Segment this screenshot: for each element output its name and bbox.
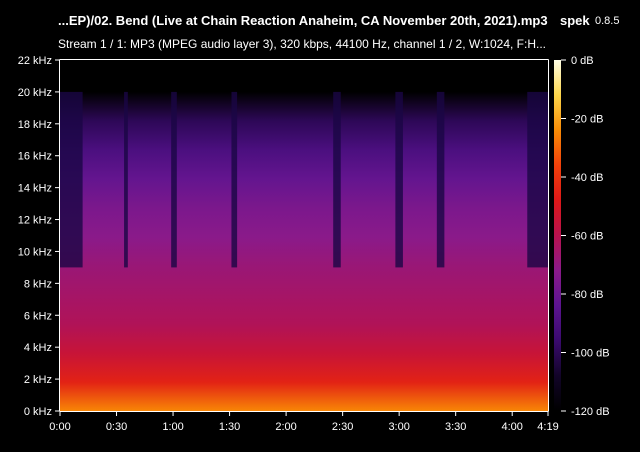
y-axis-tick-label: 20 kHz — [18, 87, 52, 99]
x-axis-tick-label: 0:00 — [49, 421, 70, 433]
colorbar-tick-label: -100 dB — [571, 348, 610, 360]
y-axis-tick-label: 10 kHz — [18, 246, 52, 258]
colorbar-gradient — [554, 60, 561, 411]
y-axis-tick-label: 4 kHz — [24, 342, 52, 354]
colorbar-tick-label: -80 dB — [571, 289, 603, 301]
y-axis-tick-label: 2 kHz — [24, 374, 52, 386]
quiet-passage — [333, 91, 341, 268]
y-axis-tick-label: 0 kHz — [24, 406, 52, 418]
app-version: 0.8.5 — [595, 15, 620, 27]
colorbar-tick-label: -20 dB — [571, 114, 603, 126]
axes: 0 kHz 2 kHz 4 kHz 6 kHz 8 kHz 10 kHz 12 kHz 14 … — [18, 55, 559, 433]
stream-info: Stream 1 / 1: MP3 (MPEG audio layer 3), … — [58, 37, 547, 51]
x-axis-tick-label: 3:30 — [445, 421, 466, 433]
x-axis-tick-label: 3:00 — [388, 421, 409, 433]
y-axis-tick-label: 8 kHz — [24, 278, 52, 290]
y-axis-tick-label: 16 kHz — [18, 151, 52, 163]
colorbar-tick-label: 0 dB — [571, 55, 594, 67]
y-axis-tick-label: 12 kHz — [18, 215, 52, 227]
x-axis-tick-label: 1:00 — [162, 421, 183, 433]
quiet-passage — [231, 91, 238, 268]
quiet-passage — [171, 91, 177, 268]
x-axis-tick-label: 4:00 — [501, 421, 522, 433]
colorbar-tick-label: -120 dB — [571, 406, 610, 418]
colorbar-tick-label: -60 dB — [571, 231, 603, 243]
spectrogram-plot — [60, 60, 548, 411]
colorbar: 0 dB -20 dB -40 dB -60 dB -80 dB -100 dB -120 … — [554, 55, 610, 418]
quiet-passage — [527, 91, 548, 268]
quiet-passage — [436, 91, 445, 268]
quiet-passage — [124, 91, 128, 268]
x-axis-tick-label: 0:30 — [106, 421, 127, 433]
colorbar-tick-label: -40 dB — [571, 172, 603, 184]
y-axis-tick-label: 6 kHz — [24, 310, 52, 322]
x-axis-tick-label: 2:00 — [275, 421, 296, 433]
y-axis-tick-label: 14 kHz — [18, 183, 52, 195]
spectrogram-energy — [60, 91, 548, 411]
x-axis-tick-label: 2:30 — [332, 421, 353, 433]
x-axis-tick-label: 4:19 — [537, 421, 558, 433]
quiet-passage — [395, 91, 403, 268]
app-name: spek — [560, 13, 590, 28]
x-axis-tick-label: 1:30 — [219, 421, 240, 433]
y-axis-tick-label: 22 kHz — [18, 55, 52, 67]
file-title: ...EP)/02. Bend (Live at Chain Reaction … — [58, 13, 548, 28]
quiet-passage — [60, 91, 83, 268]
y-axis-tick-label: 18 kHz — [18, 119, 52, 131]
